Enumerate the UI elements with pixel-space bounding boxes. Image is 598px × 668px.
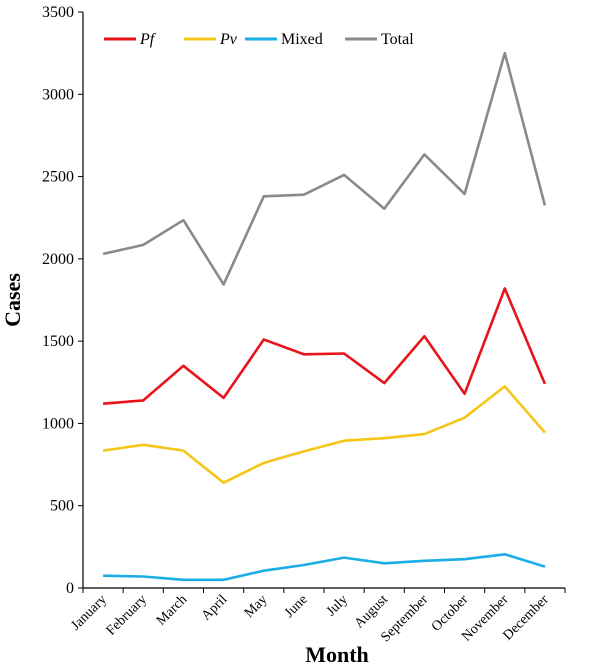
series-line-mixed — [103, 552, 546, 582]
x-tick-label: June — [282, 592, 311, 621]
axes: 0500100015002000250030003500JanuaryFebru… — [42, 4, 566, 645]
x-tick-label: March — [154, 592, 190, 628]
x-tick-label: May — [242, 592, 271, 621]
y-tick-label: 0 — [66, 580, 74, 597]
series-line-pf — [102, 287, 547, 405]
legend-label-pf: Pf — [139, 31, 157, 48]
series-line-total — [102, 51, 547, 286]
x-tick-label: April — [199, 592, 231, 624]
series-layer — [102, 51, 547, 582]
y-tick-label: 2000 — [42, 251, 74, 268]
legend-label-pv: Pv — [219, 31, 238, 48]
legend: Pf Pv Mixed Total — [104, 31, 414, 48]
x-tick-label: August — [352, 592, 391, 631]
x-axis-title: Month — [305, 642, 369, 667]
y-tick-label: 3000 — [42, 86, 74, 103]
y-tick-label: 3500 — [42, 4, 74, 21]
series-line-pv — [102, 385, 546, 485]
y-tick-label: 1500 — [42, 333, 74, 350]
legend-label-total: Total — [381, 31, 414, 48]
x-tick-label: February — [104, 592, 150, 638]
x-tick-label: July — [324, 592, 351, 619]
y-axis-title: Cases — [0, 273, 25, 327]
y-tick-label: 1000 — [42, 415, 74, 432]
y-tick-label: 2500 — [42, 169, 74, 186]
legend-label-mixed: Mixed — [281, 31, 323, 48]
y-tick-label: 500 — [50, 498, 74, 515]
